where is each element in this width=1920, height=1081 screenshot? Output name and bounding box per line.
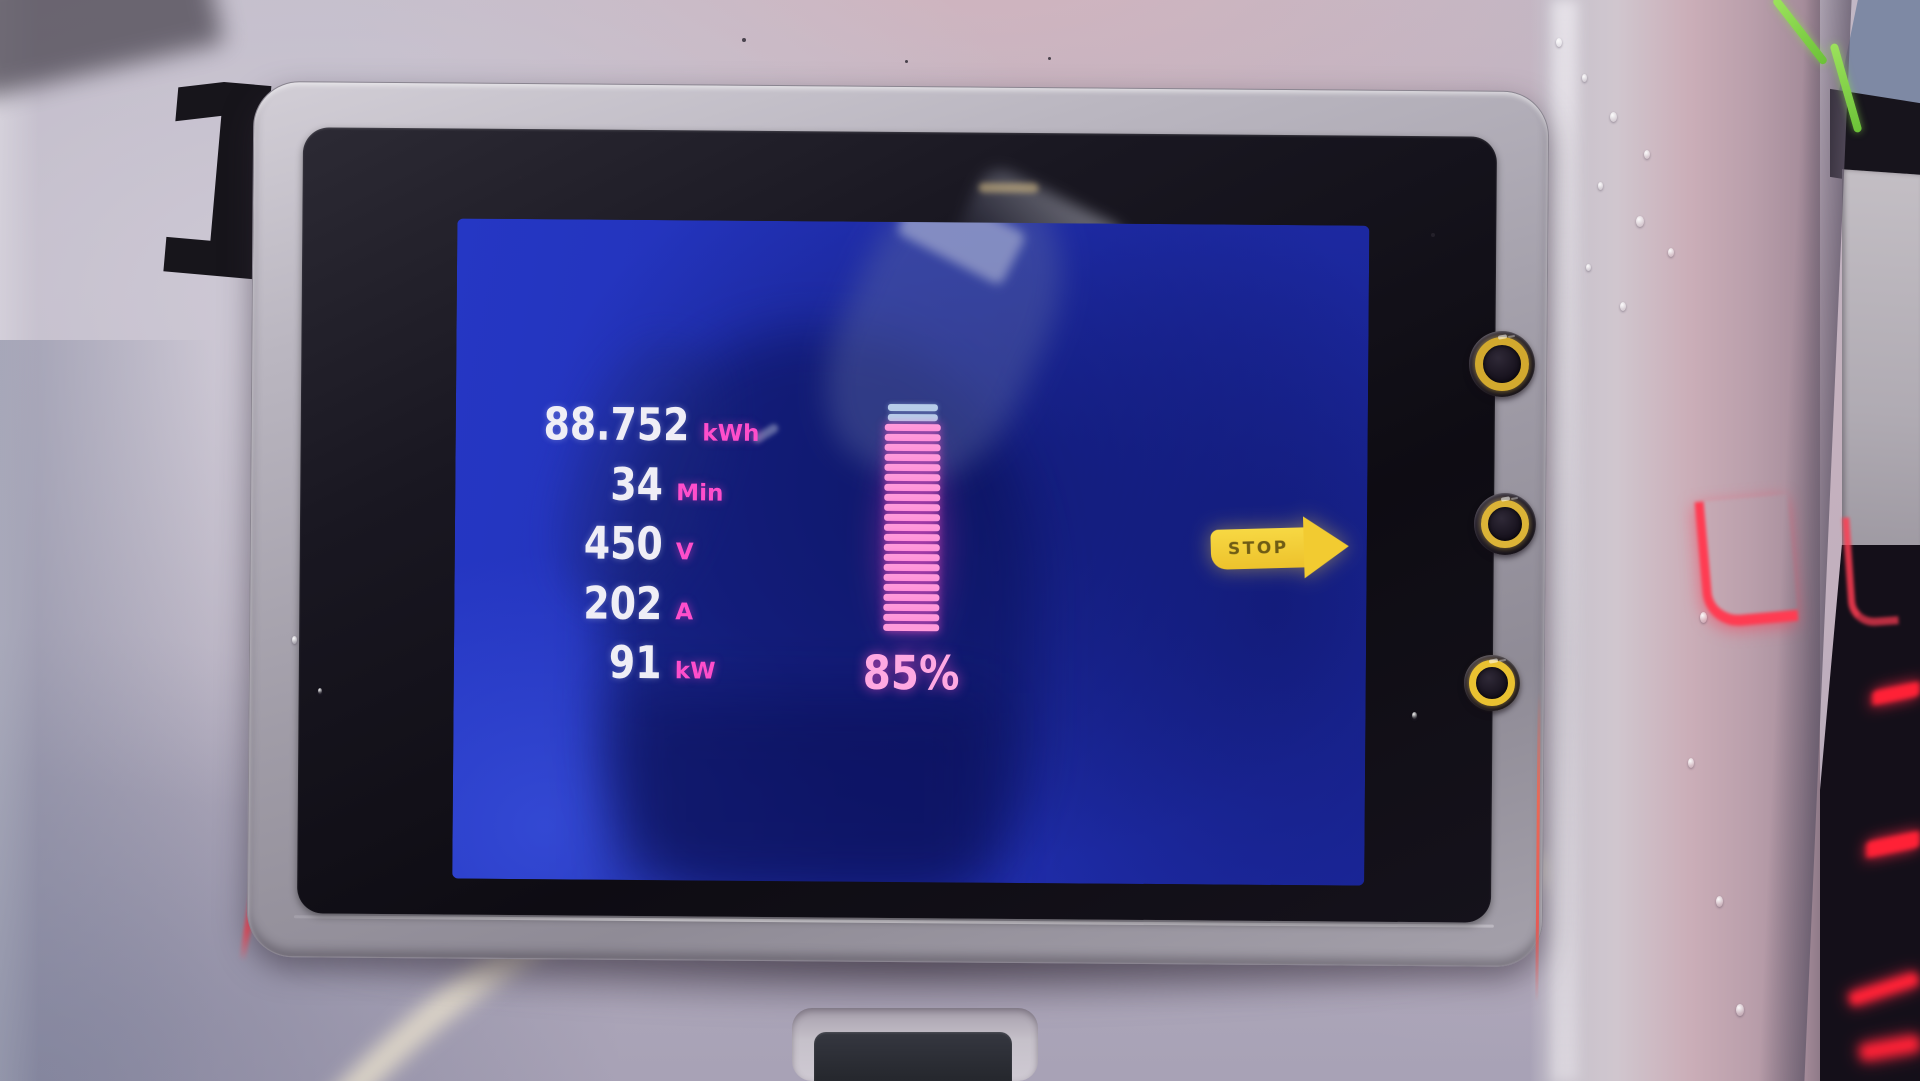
bezel-red-edge-reflection [1535, 692, 1541, 1003]
neighbour-machine-panel [1842, 169, 1920, 575]
phone-reflection [895, 218, 1028, 287]
battery-segment-filled [883, 623, 940, 632]
housing-edge-highlight [1552, 0, 1578, 1081]
charge-percentage: 85% [862, 645, 960, 702]
housing-left-shade [0, 340, 215, 1081]
water-droplet [1598, 182, 1603, 190]
battery-segment-filled [884, 473, 941, 482]
battery-segment-filled [883, 563, 940, 572]
water-droplet [1556, 38, 1562, 47]
battery-segment-filled [884, 503, 941, 512]
card-reader[interactable] [814, 1032, 1012, 1081]
current-value: 202 [583, 576, 663, 630]
person-reflection [617, 689, 994, 886]
dirt-speck [1048, 57, 1051, 60]
battery-segment-filled [883, 533, 940, 542]
water-droplet [1582, 74, 1587, 82]
water-droplet [1736, 1004, 1744, 1016]
battery-segment-filled [884, 423, 941, 432]
button-ring-icon [1475, 337, 1529, 391]
water-droplet [1688, 758, 1694, 768]
battery-segment-filled [884, 463, 941, 472]
stop-button-label: STOP [1227, 537, 1289, 560]
battery-segment-filled [883, 603, 940, 612]
battery-segment-filled [883, 553, 940, 562]
red-light-streak [1694, 494, 1799, 629]
water-droplet [1644, 150, 1650, 159]
water-droplet [292, 636, 297, 644]
water-droplet [1610, 112, 1617, 122]
stop-button-body[interactable]: STOP [1210, 527, 1307, 570]
water-droplet [1636, 216, 1644, 227]
frame-glint [978, 182, 1039, 194]
current-unit: A [675, 598, 694, 625]
charging-stats: 88.752 kWh 34 Min 450 V 202 A 91 kW [514, 394, 759, 693]
bezel-button-bottom[interactable] [1464, 655, 1520, 711]
water-droplet [318, 688, 322, 694]
water-droplet [1668, 248, 1674, 257]
battery-segment-empty [887, 413, 938, 422]
stop-arrow-icon [1302, 515, 1350, 579]
battery-segment-filled [883, 523, 940, 532]
voltage-value: 450 [583, 516, 664, 571]
battery-segment-empty [887, 403, 938, 412]
red-light-streak [1842, 514, 1899, 628]
dirt-speck [742, 38, 746, 42]
water-droplet [1586, 264, 1591, 271]
dirt-speck [519, 176, 522, 179]
power-unit: kW [674, 658, 716, 685]
time-unit: Min [676, 479, 724, 507]
battery-segment-filled [884, 513, 941, 522]
bezel-button-top[interactable] [1469, 331, 1535, 397]
voltage-unit: V [675, 539, 694, 566]
water-droplet [1716, 896, 1723, 907]
battery-segment-filled [884, 483, 941, 492]
battery-segment-filled [884, 433, 941, 442]
bezel-button-middle-stop[interactable] [1474, 493, 1536, 555]
lcd-screen: 88.752 kWh 34 Min 450 V 202 A 91 kW [452, 218, 1370, 886]
power-value: 91 [609, 635, 663, 690]
display-assembly: 88.752 kWh 34 Min 450 V 202 A 91 kW [246, 80, 1550, 1003]
battery-segment-filled [884, 443, 941, 452]
battery-segment-filled [883, 613, 940, 622]
energy-unit: kWh [702, 420, 760, 447]
battery-bar [883, 403, 941, 634]
battery-segment-filled [883, 573, 940, 582]
battery-segment-filled [883, 543, 940, 552]
battery-segment-filled [884, 453, 941, 462]
battery-segment-filled [883, 593, 940, 602]
button-ring-icon [1469, 660, 1515, 706]
water-droplet [1700, 612, 1707, 623]
stop-button[interactable]: STOP [1210, 515, 1352, 581]
battery-segment-filled [883, 583, 940, 592]
dirt-speck [905, 60, 908, 63]
stat-row-energy: 88.752 kWh [516, 394, 759, 455]
water-droplet [1412, 712, 1417, 719]
energy-value: 88.752 [543, 397, 690, 452]
time-value: 34 [610, 457, 664, 511]
water-droplet [1620, 302, 1626, 311]
dirt-speck [1431, 233, 1435, 237]
battery-segment-filled [884, 493, 941, 502]
button-ring-icon [1481, 500, 1529, 548]
